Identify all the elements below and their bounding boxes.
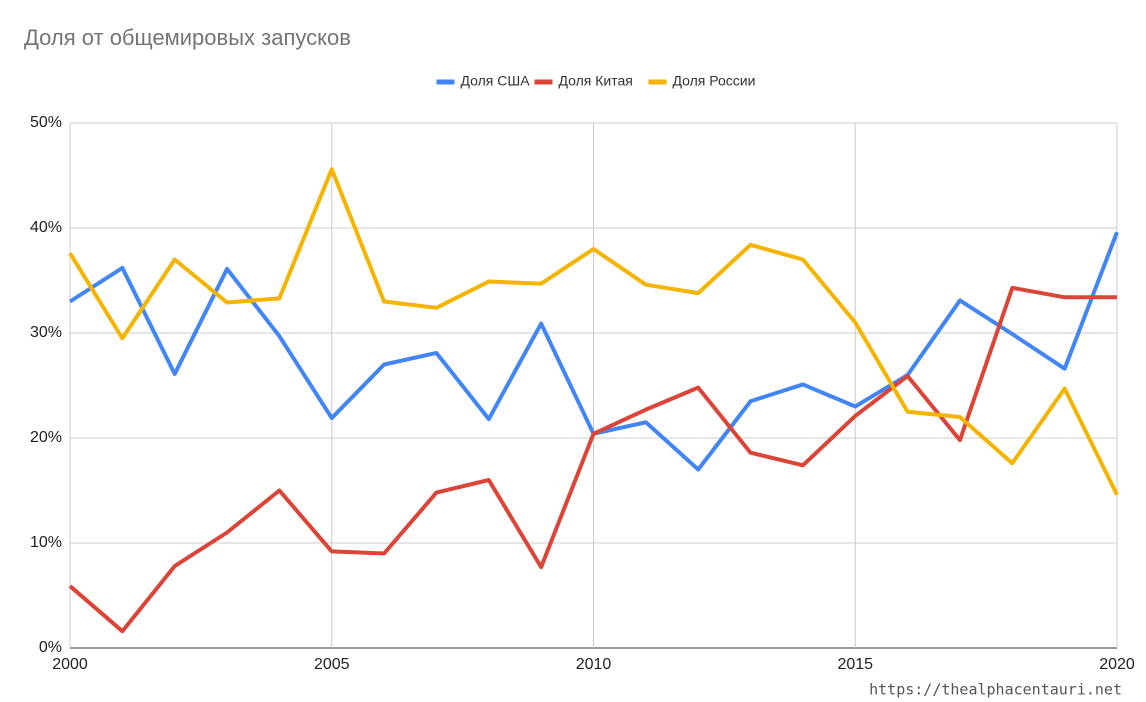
y-tick-label: 30%: [30, 324, 62, 341]
x-tick-label: 2015: [837, 656, 873, 673]
x-tick-label: 2000: [52, 656, 88, 673]
y-tick-label: 50%: [30, 114, 62, 131]
line-series: [68, 167, 1119, 496]
legend-label: Доля США: [461, 73, 531, 89]
line-series: [68, 285, 1117, 634]
x-tick-label: 2005: [314, 656, 350, 673]
legend-label: Доля России: [673, 73, 756, 89]
y-tick-label: 0%: [39, 639, 62, 656]
x-tick-label: 2020: [1099, 656, 1135, 673]
y-tick-label: 10%: [30, 534, 62, 551]
watermark: https://thealphacentauri.net: [869, 681, 1122, 699]
chart-title: Доля от общемировых запусков: [24, 25, 351, 50]
x-tick-label: 2010: [576, 656, 612, 673]
y-tick-label: 40%: [30, 219, 62, 236]
y-tick-label: 20%: [30, 429, 62, 446]
legend-label: Доля Китая: [559, 73, 633, 89]
